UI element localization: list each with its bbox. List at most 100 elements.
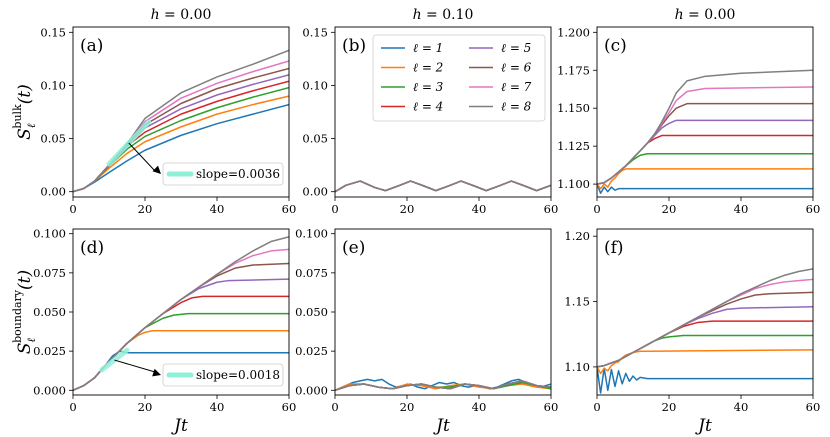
title-var: h [151,7,160,23]
y-tick-label: 0.00 [40,185,66,199]
axes-frame [596,228,814,396]
x-tick-label: 60 [806,400,821,414]
x-tick-label: 60 [544,202,559,216]
y-tick-label: 0.050 [295,305,328,319]
y-tick-label: 0.100 [295,227,328,241]
annotation-arrowhead [152,368,161,377]
x-axis-label: Jt [433,416,450,436]
y-tick-label: 0.000 [295,383,328,397]
panel-f: 0 20 40 60 1.10 1.15 1.20 (f) Jt [564,228,821,436]
legend-label-l6: ℓ = 6 [501,61,532,75]
series-line-l2 [597,168,813,190]
ylabel-arg: (t) [15,84,35,104]
legend-label-l3: ℓ = 3 [413,80,444,94]
y-tick-label: 0.075 [295,266,328,280]
series-group [73,236,289,391]
x-tick-label: 40 [210,400,225,414]
panel-title: h = 0.10 [413,7,474,23]
legend-label-l5: ℓ = 5 [501,41,531,55]
y-tick-label: 0.10 [302,78,328,92]
x-tick-label: 0 [593,400,600,414]
x-tick-label: 60 [282,400,297,414]
panel-c: 0 20 40 60 1.100 1.125 1.150 1.175 1.200 (c) h = 0… [557,7,820,216]
legend-label-l1: ℓ = 1 [413,41,443,55]
series-line-l4 [597,134,813,185]
ylabel-sup: boundary [11,289,24,343]
x-tick-label: 20 [662,400,677,414]
panel-e: 0 20 40 60 0.000 0.025 0.050 0.075 0.100 (e) Jt [295,227,558,436]
annotation-label: slope=0.0018 [196,368,280,382]
x-tick-label: 40 [734,202,749,216]
series-line-l7 [335,180,551,193]
series-line-l8 [335,180,551,193]
annotation-arrowhead [152,165,161,174]
title-val: = 0.00 [684,7,736,23]
series-line-l8 [73,49,289,193]
series-line-l1 [597,183,813,194]
x-tick-label: 0 [69,400,76,414]
panel-label: (a) [80,36,103,56]
panel-title: h = 0.00 [151,7,212,23]
y-tick-label: 1.15 [564,295,590,309]
y-tick-label: 0.050 [33,305,66,319]
x-axis-label: Jt [695,416,712,436]
series-line-l8 [597,69,813,185]
y-tick-label: 1.175 [557,63,590,77]
axes-frame [334,228,552,396]
x-tick-label: 0 [69,202,76,216]
panel-label: (f) [604,238,624,258]
panel-b: 0 20 40 60 0.00 0.05 0.10 0.15 (b) h = 0.10 ℓ = 1 ℓ… [302,7,558,216]
y-tick-label: 0.025 [295,344,328,358]
series-line-l1 [597,366,813,394]
panel-label: (b) [342,36,366,56]
panel-d: 0 20 40 60 0.000 0.025 0.050 0.075 0.100 (d) Jt Sℓb… [11,227,296,436]
legend-label-l7: ℓ = 7 [501,80,532,94]
series-line-l1 [335,378,551,391]
series-line-l8 [597,268,813,368]
y-tick-label: 0.15 [302,25,328,39]
annotation-box [162,363,284,387]
y-tick-label: 0.05 [302,132,328,146]
y-tick-label: 0.000 [33,383,66,397]
series-line-l8 [73,236,289,391]
x-tick-label: 40 [472,202,487,216]
panels-layer: 0 20 40 60 0.00 0.05 0.10 0.15 (a) h = 0.00 Sℓbulk… [11,7,820,436]
x-tick-label: 20 [400,202,415,216]
y-tick-label: 1.100 [557,177,590,191]
series-line-l5 [335,180,551,193]
panel-label: (c) [604,36,627,56]
x-tick-label: 0 [593,202,600,216]
series-group [335,180,551,193]
annotation-arrow [128,142,156,172]
title-val: = 0.00 [160,7,212,23]
ylabel-sub: ℓ [25,123,38,128]
axes-frame [334,26,552,198]
y-tick-label: 0.15 [40,25,66,39]
series-group [335,378,551,392]
x-tick-label: 20 [662,202,677,216]
x-tick-label: 60 [544,400,559,414]
ylabel-s: S [15,128,35,140]
x-tick-label: 60 [806,202,821,216]
x-tick-label: 0 [331,202,338,216]
series-line-l2 [597,349,813,375]
axes-frame [596,26,814,198]
y-axis-label: Sℓbulk(t) [11,84,38,140]
series-line-l6 [597,102,813,185]
series-line-l2 [335,180,551,193]
x-tick-label: 40 [472,400,487,414]
y-tick-label: 1.10 [564,360,590,374]
ylabel-s: S [15,342,35,354]
panel-label: (e) [342,238,365,258]
series-line-l6 [597,291,813,368]
y-tick-label: 0.10 [40,78,66,92]
annotation-label: slope=0.0036 [196,167,280,181]
y-axis-label: Sℓboundary(t) [11,270,38,354]
annotation-arrow [114,359,156,373]
x-tick-label: 40 [734,400,749,414]
title-val: = 0.10 [422,7,474,23]
series-group [597,69,813,194]
legend-label-l2: ℓ = 2 [413,61,443,75]
y-tick-label: 0.00 [302,185,328,199]
